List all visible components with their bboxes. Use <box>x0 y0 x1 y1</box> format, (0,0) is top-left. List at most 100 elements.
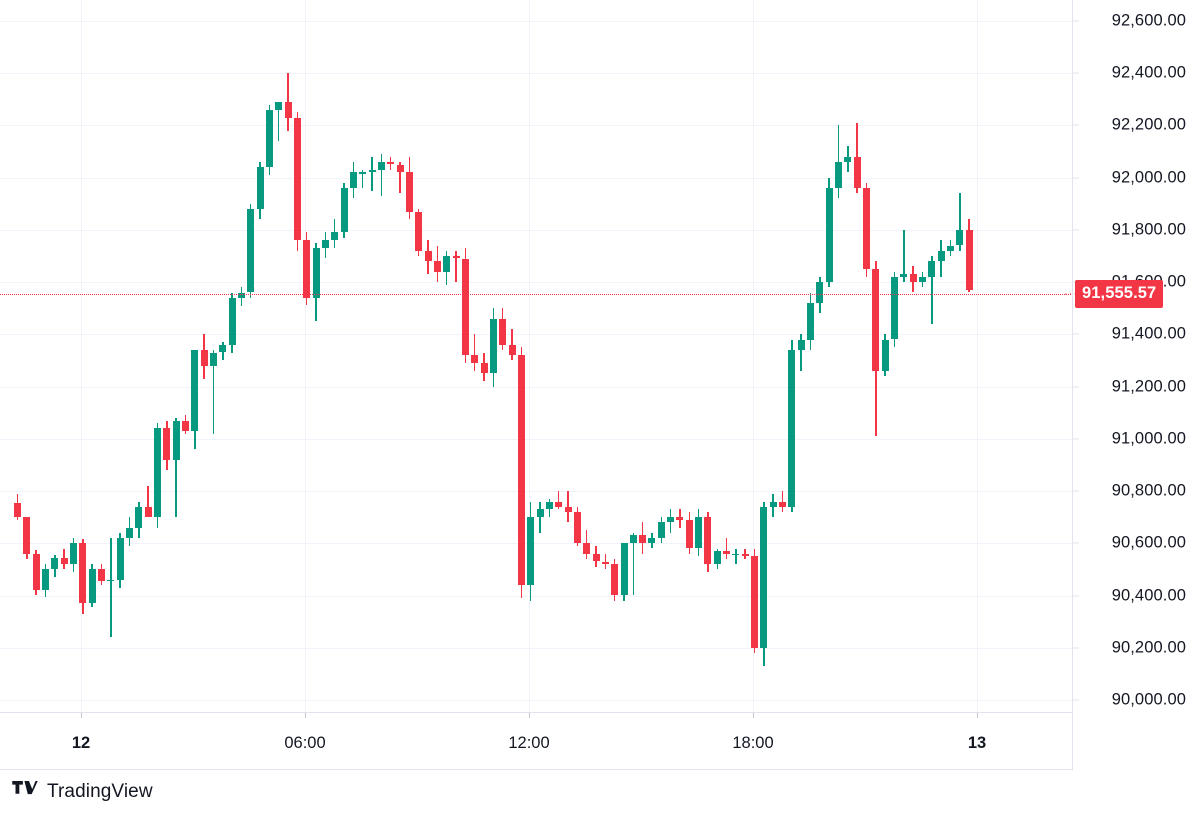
candle-body[interactable] <box>349 172 357 189</box>
candle-body[interactable] <box>461 258 469 356</box>
candle-body[interactable] <box>163 428 171 460</box>
candle-body[interactable] <box>536 509 544 518</box>
candle-body[interactable] <box>788 350 796 507</box>
candle-body[interactable] <box>592 553 600 562</box>
candle-body[interactable] <box>303 240 311 298</box>
candle-body[interactable] <box>424 250 432 262</box>
candle-body[interactable] <box>741 553 749 557</box>
candle-body[interactable] <box>312 248 320 298</box>
candle-body[interactable] <box>835 161 842 188</box>
candle-body[interactable] <box>172 420 180 460</box>
candle-body[interactable] <box>956 229 964 246</box>
candle-body[interactable] <box>639 535 647 544</box>
candle-body[interactable] <box>471 355 479 363</box>
candle-body[interactable] <box>545 501 553 510</box>
candle-body[interactable] <box>237 292 245 298</box>
candle-body[interactable] <box>415 211 423 251</box>
candle-body[interactable] <box>88 569 96 604</box>
candle-body[interactable] <box>881 339 889 371</box>
candle-body[interactable] <box>555 501 563 507</box>
candle-body[interactable] <box>14 502 21 518</box>
candle-body[interactable] <box>256 167 264 209</box>
candle-body[interactable] <box>928 261 936 277</box>
candle-body[interactable] <box>144 506 152 518</box>
candle-body[interactable] <box>405 172 413 212</box>
candle-body[interactable] <box>891 276 898 340</box>
candle-body[interactable] <box>377 161 385 170</box>
candle-body[interactable] <box>965 229 973 290</box>
candle-body[interactable] <box>844 156 852 162</box>
candle-body[interactable] <box>947 245 954 251</box>
candle-body[interactable] <box>564 506 572 512</box>
candle-body[interactable] <box>284 101 292 118</box>
price-axis[interactable]: 92,600.00 92,400.00 92,200.00 92,000.00 91,8… <box>1064 0 1200 770</box>
candle-body[interactable] <box>760 506 768 648</box>
candle-body[interactable] <box>452 255 460 259</box>
candle-body[interactable] <box>51 557 59 570</box>
candle-body[interactable] <box>135 506 143 528</box>
candle-body[interactable] <box>667 517 675 523</box>
candle-body[interactable] <box>191 350 199 431</box>
candle-body[interactable] <box>480 363 488 374</box>
candle-body[interactable] <box>368 169 376 173</box>
candle-body[interactable] <box>293 117 301 241</box>
candle-body[interactable] <box>200 350 208 366</box>
candle-body[interactable] <box>919 276 926 282</box>
time-axis[interactable]: 12 06:00 12:00 18:00 13 <box>0 713 1073 769</box>
candle-body[interactable] <box>331 232 339 241</box>
candle-body[interactable] <box>70 543 77 565</box>
candle-body[interactable] <box>601 561 609 565</box>
candle-body[interactable] <box>508 344 516 356</box>
candle-body[interactable] <box>816 282 824 303</box>
candle-body[interactable] <box>937 250 945 262</box>
candle-body[interactable] <box>60 557 68 565</box>
candle-body[interactable] <box>611 564 619 596</box>
candle-body[interactable] <box>723 551 731 554</box>
candle-body[interactable] <box>228 297 236 345</box>
candle-body[interactable] <box>79 543 87 604</box>
candle-body[interactable] <box>573 511 581 544</box>
candle-body[interactable] <box>872 269 880 371</box>
candle-body[interactable] <box>779 501 787 507</box>
candle-body[interactable] <box>909 274 917 282</box>
candle-body[interactable] <box>387 161 395 165</box>
candle-body[interactable] <box>107 579 115 582</box>
candle-body[interactable] <box>265 109 273 168</box>
candle-body[interactable] <box>433 261 441 272</box>
candle-body[interactable] <box>713 551 721 565</box>
current-price-badge[interactable]: 91,555.57 <box>1075 279 1164 308</box>
candle-body[interactable] <box>32 553 40 591</box>
candle-body[interactable] <box>489 318 497 374</box>
candle-body[interactable] <box>23 517 31 554</box>
candle-body[interactable] <box>685 519 693 549</box>
candle-body[interactable] <box>396 164 404 173</box>
candle-body[interactable] <box>153 428 161 518</box>
candle-body[interactable] <box>443 255 451 272</box>
candle-body[interactable] <box>209 352 217 366</box>
candle-body[interactable] <box>583 543 591 554</box>
candle-body[interactable] <box>676 517 684 520</box>
candle-body[interactable] <box>732 553 740 556</box>
candle-body[interactable] <box>863 188 870 269</box>
candle-body[interactable] <box>629 535 637 544</box>
candle-body[interactable] <box>695 517 703 549</box>
candle-body[interactable] <box>807 303 814 340</box>
candle-body[interactable] <box>98 569 105 582</box>
candle-body[interactable] <box>769 501 777 507</box>
candle-body[interactable] <box>359 172 367 174</box>
candle-body[interactable] <box>340 188 348 233</box>
candle-body[interactable] <box>116 538 124 580</box>
candle-body[interactable] <box>648 538 656 544</box>
candle-body[interactable] <box>219 344 227 353</box>
candle-body[interactable] <box>797 339 805 350</box>
candle-body[interactable] <box>527 517 535 585</box>
candle-body[interactable] <box>247 208 255 293</box>
candle-body[interactable] <box>853 156 861 188</box>
candle-body[interactable] <box>517 355 525 585</box>
candle-body[interactable] <box>704 517 712 565</box>
candle-body[interactable] <box>181 420 189 431</box>
candle-body[interactable] <box>900 274 908 277</box>
chart-pane[interactable] <box>0 0 1073 713</box>
candle-body[interactable] <box>275 101 283 110</box>
candle-body[interactable] <box>657 522 665 538</box>
